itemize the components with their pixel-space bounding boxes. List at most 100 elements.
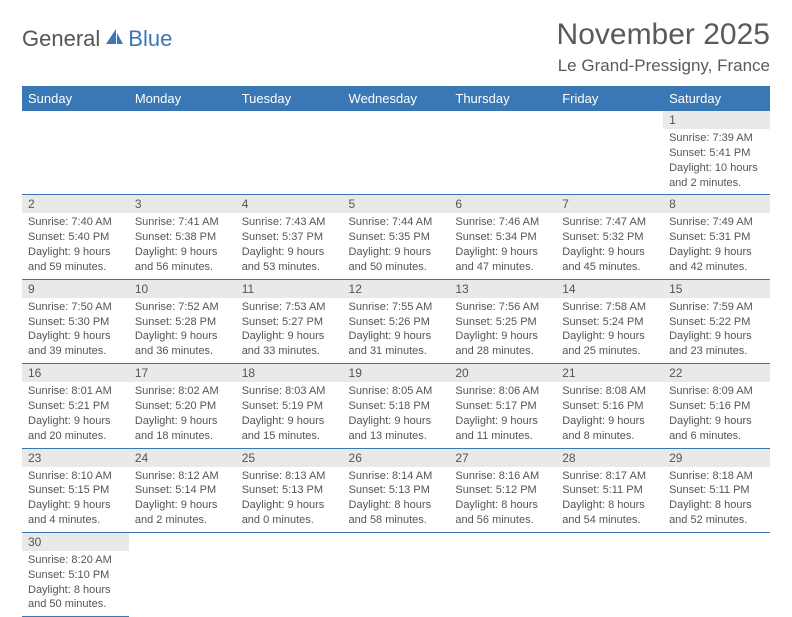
day-number: 2 — [22, 195, 129, 214]
col-header-friday: Friday — [556, 86, 663, 111]
day-detail: Sunrise: 7:40 AMSunset: 5:40 PMDaylight:… — [22, 213, 129, 279]
day-number: 3 — [129, 195, 236, 214]
day-number: 8 — [663, 195, 770, 214]
day-number — [236, 111, 343, 129]
day-detail: Sunrise: 7:39 AMSunset: 5:41 PMDaylight:… — [663, 129, 770, 195]
day-detail — [556, 551, 663, 617]
day-number — [129, 532, 236, 551]
day-number: 4 — [236, 195, 343, 214]
day-detail: Sunrise: 7:50 AMSunset: 5:30 PMDaylight:… — [22, 298, 129, 364]
day-number: 19 — [343, 364, 450, 383]
day-detail: Sunrise: 8:01 AMSunset: 5:21 PMDaylight:… — [22, 382, 129, 448]
day-number: 17 — [129, 364, 236, 383]
day-detail: Sunrise: 8:12 AMSunset: 5:14 PMDaylight:… — [129, 467, 236, 533]
col-header-monday: Monday — [129, 86, 236, 111]
sail-icon — [103, 27, 125, 52]
day-number: 7 — [556, 195, 663, 214]
col-header-thursday: Thursday — [449, 86, 556, 111]
day-number: 30 — [22, 532, 129, 551]
day-detail: Sunrise: 8:18 AMSunset: 5:11 PMDaylight:… — [663, 467, 770, 533]
day-detail: Sunrise: 7:59 AMSunset: 5:22 PMDaylight:… — [663, 298, 770, 364]
day-number — [663, 532, 770, 551]
day-detail — [129, 551, 236, 617]
day-number — [129, 111, 236, 129]
day-number: 22 — [663, 364, 770, 383]
day-number: 27 — [449, 448, 556, 467]
day-detail: Sunrise: 7:55 AMSunset: 5:26 PMDaylight:… — [343, 298, 450, 364]
col-header-sunday: Sunday — [22, 86, 129, 111]
day-number — [22, 111, 129, 129]
col-header-tuesday: Tuesday — [236, 86, 343, 111]
day-number: 16 — [22, 364, 129, 383]
day-number: 5 — [343, 195, 450, 214]
logo: General Blue — [22, 18, 172, 52]
day-detail: Sunrise: 8:05 AMSunset: 5:18 PMDaylight:… — [343, 382, 450, 448]
day-number: 15 — [663, 279, 770, 298]
day-number — [556, 111, 663, 129]
day-number — [449, 111, 556, 129]
month-title: November 2025 — [557, 18, 770, 52]
day-detail: Sunrise: 8:08 AMSunset: 5:16 PMDaylight:… — [556, 382, 663, 448]
logo-text-blue: Blue — [128, 26, 172, 52]
day-number — [556, 532, 663, 551]
col-header-saturday: Saturday — [663, 86, 770, 111]
day-detail: Sunrise: 7:44 AMSunset: 5:35 PMDaylight:… — [343, 213, 450, 279]
day-number — [343, 111, 450, 129]
day-detail: Sunrise: 8:13 AMSunset: 5:13 PMDaylight:… — [236, 467, 343, 533]
day-number: 11 — [236, 279, 343, 298]
day-detail: Sunrise: 8:03 AMSunset: 5:19 PMDaylight:… — [236, 382, 343, 448]
calendar-table: SundayMondayTuesdayWednesdayThursdayFrid… — [22, 86, 770, 617]
day-detail — [449, 551, 556, 617]
day-detail: Sunrise: 8:17 AMSunset: 5:11 PMDaylight:… — [556, 467, 663, 533]
day-detail — [236, 551, 343, 617]
day-number — [449, 532, 556, 551]
day-number: 14 — [556, 279, 663, 298]
day-number: 1 — [663, 111, 770, 129]
day-number: 21 — [556, 364, 663, 383]
day-detail: Sunrise: 8:06 AMSunset: 5:17 PMDaylight:… — [449, 382, 556, 448]
logo-text-general: General — [22, 26, 100, 52]
day-detail — [663, 551, 770, 617]
day-number: 10 — [129, 279, 236, 298]
day-detail — [343, 129, 450, 195]
day-number: 24 — [129, 448, 236, 467]
header: General Blue November 2025 Le Grand-Pres… — [22, 18, 770, 76]
day-detail: Sunrise: 8:10 AMSunset: 5:15 PMDaylight:… — [22, 467, 129, 533]
day-detail: Sunrise: 7:53 AMSunset: 5:27 PMDaylight:… — [236, 298, 343, 364]
day-number: 18 — [236, 364, 343, 383]
day-number: 26 — [343, 448, 450, 467]
day-detail — [129, 129, 236, 195]
day-number: 12 — [343, 279, 450, 298]
col-header-wednesday: Wednesday — [343, 86, 450, 111]
day-number — [343, 532, 450, 551]
day-number: 9 — [22, 279, 129, 298]
day-number: 25 — [236, 448, 343, 467]
day-detail: Sunrise: 8:20 AMSunset: 5:10 PMDaylight:… — [22, 551, 129, 617]
day-detail: Sunrise: 7:43 AMSunset: 5:37 PMDaylight:… — [236, 213, 343, 279]
day-detail: Sunrise: 7:56 AMSunset: 5:25 PMDaylight:… — [449, 298, 556, 364]
day-number: 13 — [449, 279, 556, 298]
day-detail: Sunrise: 8:16 AMSunset: 5:12 PMDaylight:… — [449, 467, 556, 533]
day-detail: Sunrise: 8:02 AMSunset: 5:20 PMDaylight:… — [129, 382, 236, 448]
day-number: 29 — [663, 448, 770, 467]
day-detail — [449, 129, 556, 195]
day-detail: Sunrise: 7:49 AMSunset: 5:31 PMDaylight:… — [663, 213, 770, 279]
day-detail — [343, 551, 450, 617]
location: Le Grand-Pressigny, France — [557, 56, 770, 76]
day-detail: Sunrise: 7:41 AMSunset: 5:38 PMDaylight:… — [129, 213, 236, 279]
day-detail: Sunrise: 7:47 AMSunset: 5:32 PMDaylight:… — [556, 213, 663, 279]
day-detail — [236, 129, 343, 195]
day-detail — [22, 129, 129, 195]
day-detail: Sunrise: 7:46 AMSunset: 5:34 PMDaylight:… — [449, 213, 556, 279]
day-detail: Sunrise: 7:52 AMSunset: 5:28 PMDaylight:… — [129, 298, 236, 364]
day-detail: Sunrise: 8:09 AMSunset: 5:16 PMDaylight:… — [663, 382, 770, 448]
day-detail — [556, 129, 663, 195]
day-number — [236, 532, 343, 551]
day-number: 23 — [22, 448, 129, 467]
title-block: November 2025 Le Grand-Pressigny, France — [557, 18, 770, 76]
day-number: 28 — [556, 448, 663, 467]
day-detail: Sunrise: 8:14 AMSunset: 5:13 PMDaylight:… — [343, 467, 450, 533]
day-number: 20 — [449, 364, 556, 383]
day-detail: Sunrise: 7:58 AMSunset: 5:24 PMDaylight:… — [556, 298, 663, 364]
day-number: 6 — [449, 195, 556, 214]
